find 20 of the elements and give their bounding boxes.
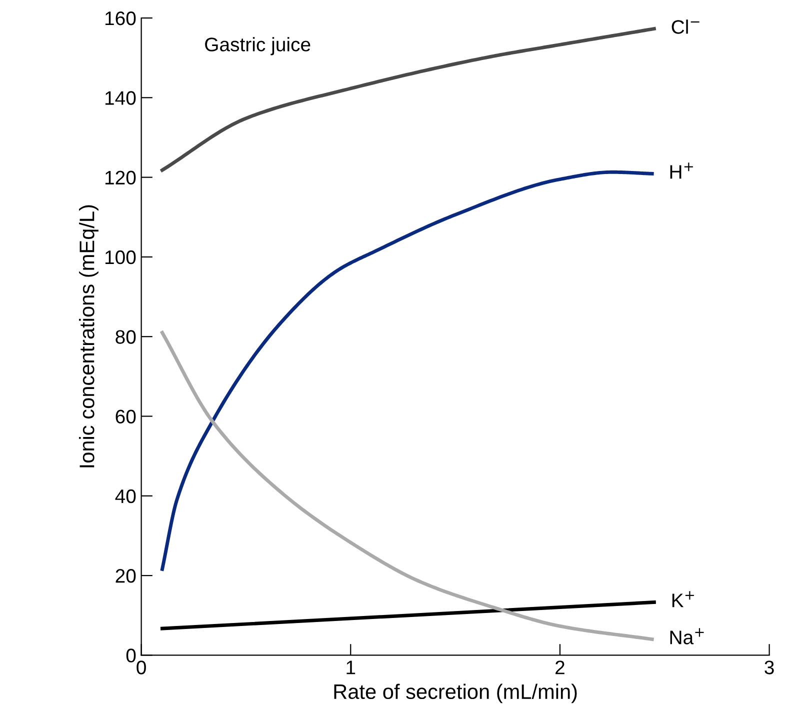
y-tick-label: 80 [116, 330, 136, 344]
x-tick-label: 3 [764, 660, 774, 674]
y-tick-label: 0 [126, 648, 136, 662]
series-label: Na$^{+}$ [670, 628, 704, 644]
y-tick-label: 60 [116, 410, 136, 424]
y-tick-label: 40 [115, 489, 136, 504]
y-tick-label: 120 [105, 170, 136, 185]
y-tick-label: 160 [105, 11, 136, 26]
annotation: Gastric juice [205, 37, 310, 56]
x-axis-title: Rate of secretion (mL/min) [334, 684, 577, 704]
series-label: Cl$^{−}$ [672, 20, 700, 34]
y-axis-title: Ionic concentrations (mEq/L) [79, 205, 98, 468]
y-tick-label: 100 [105, 250, 136, 264]
y-tick-label: 140 [105, 91, 136, 105]
y-tick-label: 20 [116, 569, 136, 583]
series-label: K$^{+}$ [672, 591, 694, 608]
x-tick-label: 0 [136, 660, 146, 674]
x-tick-label: 1 [346, 660, 356, 674]
series-label: H$^{+}$ [670, 162, 693, 179]
x-tick-label: 2 [556, 660, 564, 674]
